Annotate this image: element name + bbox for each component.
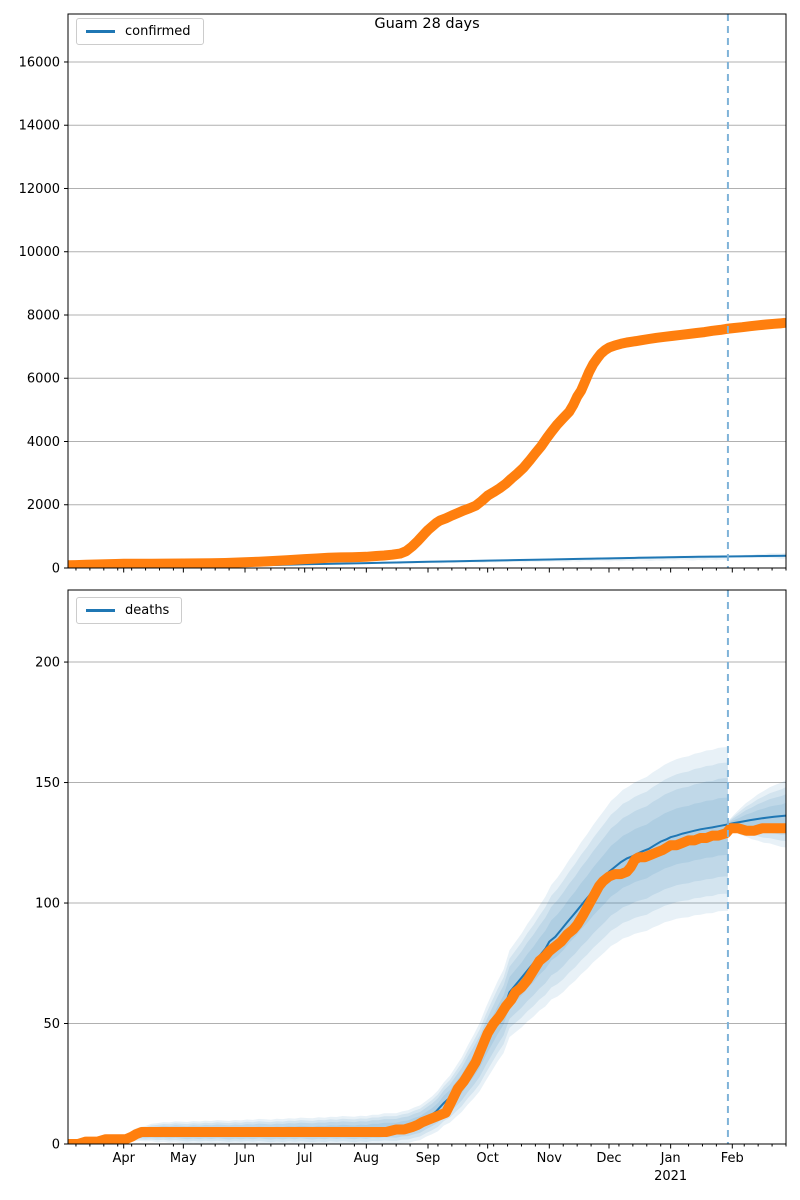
y-tick-label: 4000 <box>27 435 60 450</box>
x-tick-label: Jan <box>660 1151 681 1166</box>
actual-data-line <box>68 317 786 568</box>
y-tick-label: 10000 <box>19 245 60 260</box>
plot-area <box>68 747 786 1144</box>
x-tick-label: Aug <box>354 1151 379 1166</box>
legend-line-swatch-deaths <box>86 609 115 612</box>
axes-frame <box>67 589 787 1145</box>
actual-data-line <box>68 823 786 1144</box>
y-tick-label: 2000 <box>27 498 60 513</box>
legend-line-swatch-confirmed <box>86 30 115 33</box>
y-tick-label: 16000 <box>19 55 60 70</box>
y-ticks: 0 50 100 150 200 <box>35 656 68 1153</box>
legend-deaths: deaths <box>76 597 183 624</box>
x-tick-label: Oct <box>476 1151 498 1166</box>
y-tick-label: 200 <box>35 656 60 671</box>
uncertainty-band <box>133 778 728 1140</box>
y-tick-label: 0 <box>52 562 60 577</box>
model-fit-line <box>123 554 786 568</box>
y-tick-label: 8000 <box>27 308 60 323</box>
y-tick-label: 6000 <box>27 372 60 387</box>
chart-title: Guam 28 days <box>374 16 480 32</box>
legend-label-deaths: deaths <box>125 603 170 618</box>
y-ticks: 0 2000 4000 6000 8000 10000 12000 14000 16000 <box>19 55 68 577</box>
x-tick-label: Dec <box>596 1151 621 1166</box>
x-tick-label: Sep <box>416 1151 441 1166</box>
uncertainty-band <box>727 779 786 848</box>
x-tick-label: Jun <box>234 1151 255 1166</box>
y-tick-label: 50 <box>43 1017 60 1032</box>
gridlines <box>68 61 786 506</box>
deaths-chart-canvas: 0 50 100 150 200 Apr May Jun Jul Aug Sep Oct Nov Dec J… <box>35 589 787 1184</box>
y-tick-label: 12000 <box>19 182 60 197</box>
x-tick-label: Jul <box>296 1151 313 1166</box>
year-label: 2021 <box>654 1169 687 1184</box>
x-ticks <box>75 1144 787 1149</box>
uncertainty-band <box>133 762 728 1143</box>
y-tick-label: 100 <box>35 897 60 912</box>
y-tick-label: 150 <box>35 776 60 791</box>
legend-confirmed: confirmed <box>76 18 204 45</box>
gridlines <box>68 661 786 1025</box>
uncertainty-band <box>133 797 728 1138</box>
x-ticks <box>75 568 787 573</box>
x-tick-label: Apr <box>112 1151 135 1166</box>
x-tick-label: May <box>170 1151 197 1166</box>
confirmed-chart-canvas: 0 2000 4000 6000 8000 10000 12000 14000 16000 <box>19 13 787 577</box>
y-tick-label: 0 <box>52 1138 60 1153</box>
axes-frame <box>67 13 787 569</box>
plot-area <box>68 317 786 568</box>
uncertainty-band <box>133 747 728 1144</box>
x-tick-label: Nov <box>537 1151 563 1166</box>
y-tick-label: 14000 <box>19 119 60 134</box>
legend-label-confirmed: confirmed <box>125 24 191 39</box>
x-tick-labels: Apr May Jun Jul Aug Sep Oct Nov Dec Jan Feb 2021 <box>112 1151 743 1184</box>
x-tick-label: Feb <box>721 1151 744 1166</box>
